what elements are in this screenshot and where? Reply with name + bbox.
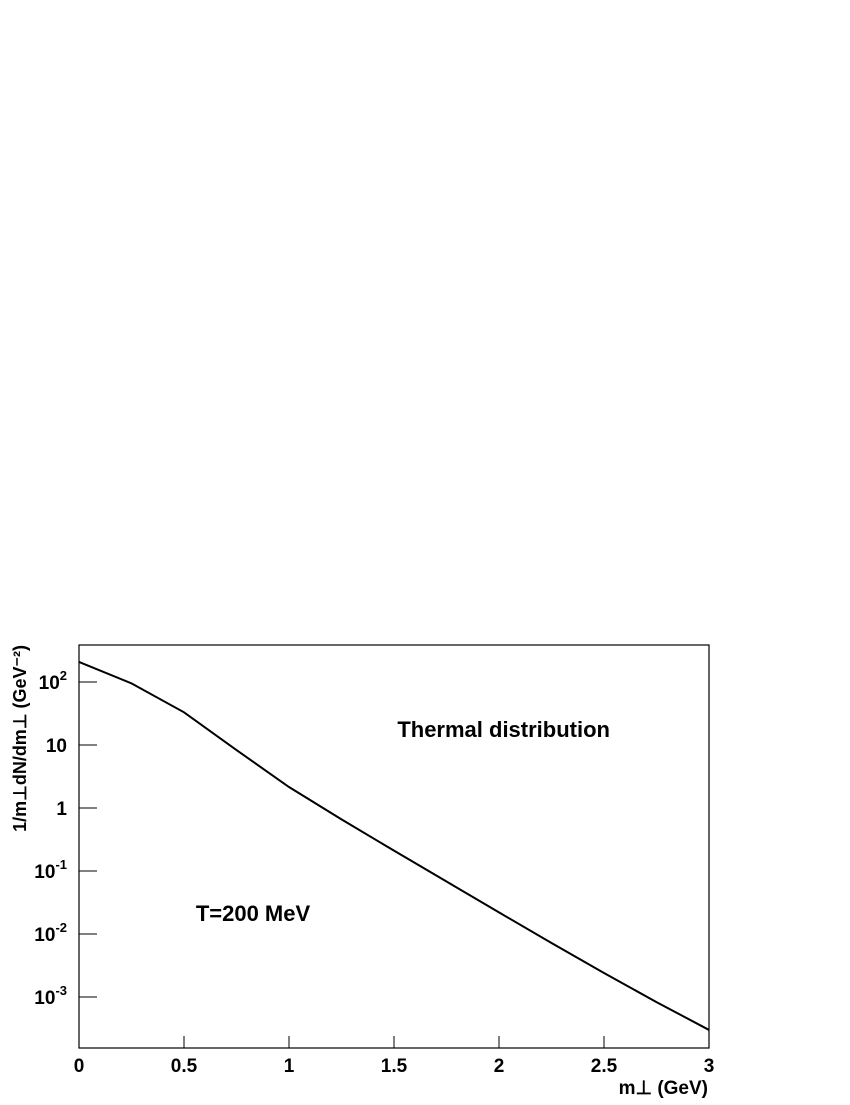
x-tick-label: 2 <box>494 1056 505 1077</box>
y-tick-label: 10-2 <box>34 920 67 946</box>
y-tick-label-base: 10 <box>39 673 60 694</box>
x-tick-label: 1.5 <box>381 1056 408 1077</box>
x-tick-label: 0 <box>74 1056 85 1077</box>
y-tick-label-exponent: -2 <box>55 920 67 935</box>
y-tick-label-exponent: -3 <box>55 983 67 998</box>
x-tick-label: 0.5 <box>171 1056 198 1077</box>
data-line <box>78 660 710 1031</box>
y-tick-label-exponent: -1 <box>55 857 67 872</box>
y-tick-label-exponent: 2 <box>60 668 67 683</box>
x-tick-label: 2.5 <box>591 1056 618 1077</box>
y-tick-label: 1 <box>56 799 67 820</box>
x-axis-title: m⊥ (GeV) <box>619 1078 708 1099</box>
annotation: Thermal distribution <box>397 717 610 742</box>
x-tick-label: 3 <box>704 1056 715 1077</box>
y-tick-label: 10-1 <box>34 857 67 883</box>
y-tick-label-base: 10 <box>34 988 55 1009</box>
annotation: T=200 MeV <box>196 901 311 926</box>
y-tick-label: 10-3 <box>34 983 67 1009</box>
x-tick-label: 1 <box>284 1056 295 1077</box>
y-tick-label-base: 10 <box>34 862 55 883</box>
y-tick-label: 102 <box>39 668 67 694</box>
y-tick-label-base: 10 <box>34 925 55 946</box>
y-axis-title: 1/m⊥dN/dm⊥ (GeV⁻²) <box>10 645 30 832</box>
y-tick-label: 10 <box>46 736 67 757</box>
